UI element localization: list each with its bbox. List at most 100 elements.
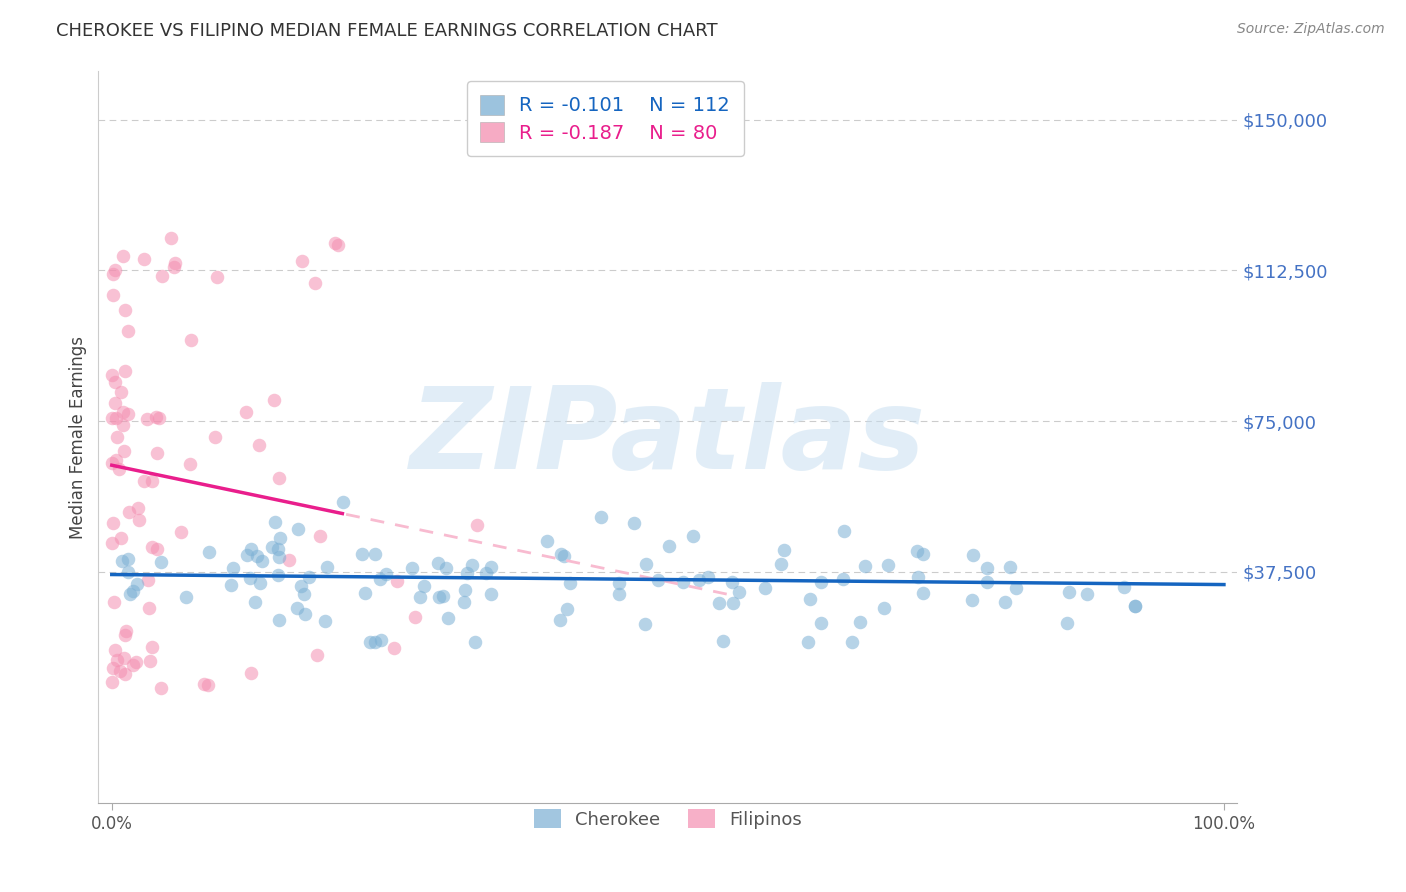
- Point: [117, 407, 139, 421]
- Point: [101, 411, 124, 425]
- Point: [114, 624, 136, 639]
- Point: [359, 635, 381, 649]
- Point: [307, 648, 329, 662]
- Point: [239, 665, 262, 680]
- Point: [136, 574, 159, 588]
- Point: [101, 288, 124, 302]
- Point: [434, 561, 457, 575]
- Point: [831, 572, 853, 586]
- Point: [873, 600, 896, 615]
- Point: [101, 536, 124, 550]
- Point: [246, 549, 269, 563]
- Point: [810, 616, 832, 631]
- Point: [128, 512, 150, 526]
- Point: [314, 614, 336, 628]
- Point: [127, 577, 149, 591]
- Point: [772, 543, 794, 558]
- Point: [353, 586, 375, 600]
- Point: [122, 658, 145, 673]
- Point: [696, 570, 718, 584]
- Point: [139, 654, 162, 668]
- Point: [125, 655, 148, 669]
- Point: [364, 635, 387, 649]
- Point: [465, 517, 488, 532]
- Point: [103, 595, 125, 609]
- Point: [278, 553, 301, 567]
- Point: [122, 584, 145, 599]
- Point: [711, 634, 734, 648]
- Point: [707, 596, 730, 610]
- Point: [1005, 581, 1028, 595]
- Point: [382, 641, 405, 656]
- Point: [976, 561, 998, 575]
- Point: [912, 586, 935, 600]
- Point: [754, 581, 776, 595]
- Point: [1056, 615, 1078, 630]
- Point: [105, 453, 128, 467]
- Point: [479, 587, 502, 601]
- Point: [962, 593, 984, 607]
- Point: [103, 661, 125, 675]
- Point: [264, 515, 287, 529]
- Point: [548, 613, 571, 627]
- Point: [114, 364, 136, 378]
- Point: [239, 571, 262, 585]
- Point: [607, 587, 630, 601]
- Point: [105, 429, 128, 443]
- Text: ZIPatlas: ZIPatlas: [409, 382, 927, 492]
- Point: [799, 591, 821, 606]
- Point: [370, 633, 392, 648]
- Point: [159, 231, 181, 245]
- Point: [249, 576, 271, 591]
- Point: [145, 409, 167, 424]
- Point: [269, 531, 291, 545]
- Point: [1000, 560, 1022, 574]
- Point: [558, 576, 581, 591]
- Point: [404, 610, 426, 624]
- Point: [149, 556, 172, 570]
- Point: [810, 575, 832, 590]
- Point: [557, 602, 579, 616]
- Point: [141, 541, 163, 555]
- Point: [170, 524, 193, 539]
- Point: [309, 529, 332, 543]
- Point: [138, 600, 160, 615]
- Point: [461, 558, 484, 572]
- Point: [104, 643, 127, 657]
- Text: Source: ZipAtlas.com: Source: ZipAtlas.com: [1237, 22, 1385, 37]
- Point: [107, 462, 129, 476]
- Point: [728, 584, 751, 599]
- Point: [609, 576, 631, 591]
- Point: [205, 270, 228, 285]
- Point: [634, 616, 657, 631]
- Point: [905, 544, 928, 558]
- Y-axis label: Median Female Earnings: Median Female Earnings: [69, 335, 87, 539]
- Point: [136, 412, 159, 426]
- Point: [141, 640, 163, 655]
- Legend: Cherokee, Filipinos: Cherokee, Filipinos: [524, 800, 811, 838]
- Point: [294, 607, 316, 621]
- Point: [114, 667, 136, 681]
- Point: [326, 238, 349, 252]
- Point: [134, 475, 156, 489]
- Point: [221, 578, 243, 592]
- Point: [427, 556, 450, 570]
- Point: [104, 375, 127, 389]
- Point: [304, 276, 326, 290]
- Point: [290, 579, 312, 593]
- Point: [150, 268, 173, 283]
- Point: [111, 554, 134, 568]
- Point: [267, 542, 290, 557]
- Point: [247, 438, 270, 452]
- Point: [101, 268, 124, 282]
- Point: [145, 541, 167, 556]
- Point: [222, 561, 245, 575]
- Point: [112, 405, 135, 419]
- Point: [1112, 580, 1135, 594]
- Point: [141, 474, 163, 488]
- Point: [287, 522, 309, 536]
- Point: [269, 613, 291, 627]
- Point: [352, 547, 374, 561]
- Point: [401, 561, 423, 575]
- Point: [769, 557, 792, 571]
